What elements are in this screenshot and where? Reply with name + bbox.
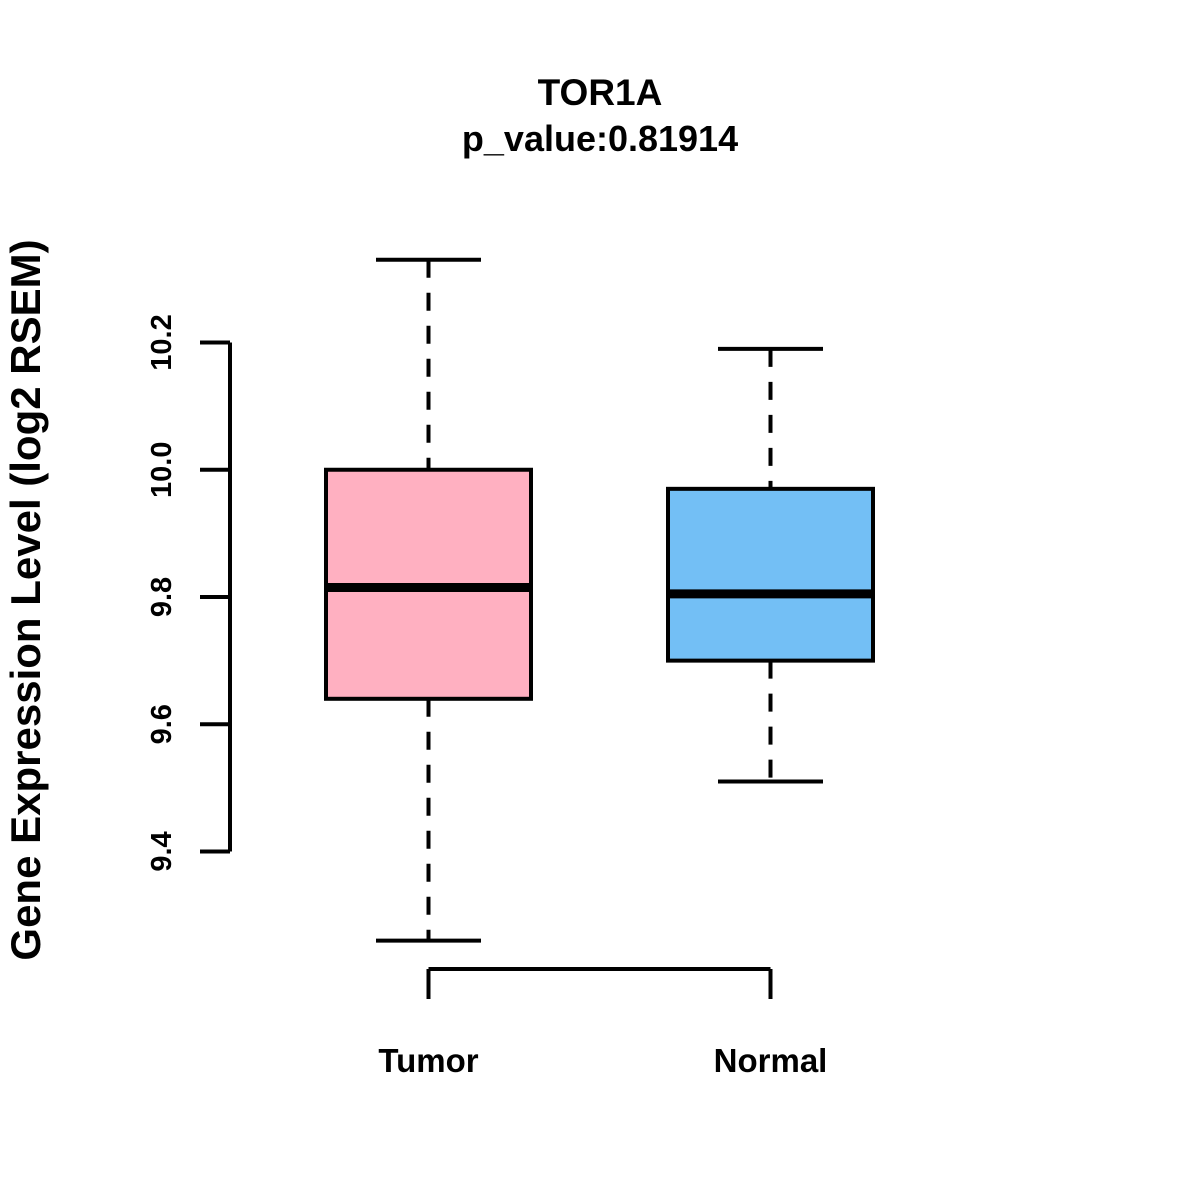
iqr-box-normal [666,486,875,663]
y-tick-label: 9.6 [146,704,178,744]
chart-title: TOR1A [538,72,663,113]
y-tick-label: 10.2 [146,314,178,370]
y-tick-label: 9.8 [146,577,178,617]
plot-area: 9.4 9.6 9.8 10.0 10.2 [146,257,875,999]
y-axis-title: Gene Expression Level (log2 RSEM) [2,239,49,960]
x-category-label-tumor: Tumor [378,1042,478,1079]
chart-subtitle-pvalue: p_value:0.81914 [462,118,738,159]
y-tick-label: 10.0 [146,442,178,498]
x-category-label-normal: Normal [714,1042,828,1079]
y-tick-label: 9.4 [146,831,178,871]
